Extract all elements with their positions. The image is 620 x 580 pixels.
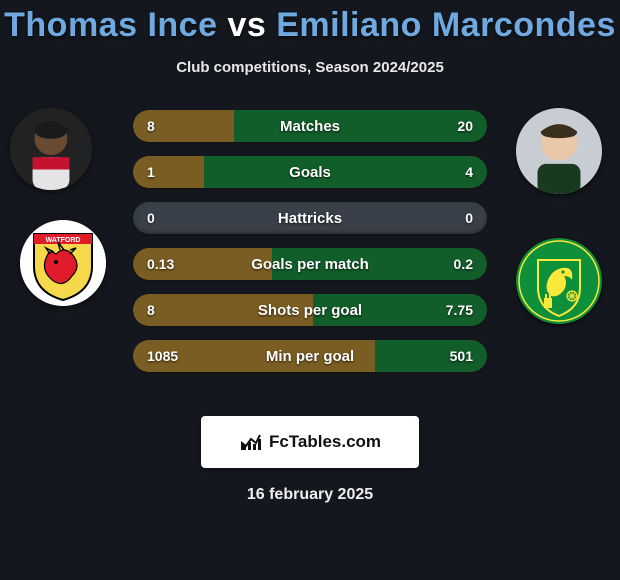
- comparison-content: WATFORD: [0, 108, 620, 398]
- player2-photo-icon: [516, 108, 602, 194]
- watford-badge-icon: WATFORD: [20, 220, 106, 306]
- player1-avatar: [10, 108, 92, 190]
- comparison-title: Thomas Ince vs Emiliano Marcondes: [0, 0, 620, 45]
- player2-avatar: [516, 108, 602, 194]
- stat-label: Hattricks: [133, 210, 487, 227]
- player1-photo-icon: [10, 108, 92, 190]
- norwich-badge-icon: [516, 238, 602, 324]
- player1-club-badge: WATFORD: [20, 220, 106, 306]
- stat-row: 1Goals4: [133, 156, 487, 188]
- stat-row: 8Shots per goal7.75: [133, 294, 487, 326]
- vs-text: vs: [227, 6, 266, 44]
- stat-value-right: 4: [465, 164, 473, 180]
- stat-bars: 8Matches20 1Goals4 0Hattricks0 0.13Goals pe…: [133, 110, 487, 372]
- left-avatars: WATFORD: [10, 108, 106, 306]
- svg-text:WATFORD: WATFORD: [46, 237, 81, 244]
- stat-value-right: 0.2: [454, 256, 473, 272]
- stat-label: Goals: [133, 164, 487, 181]
- stat-value-right: 0: [465, 210, 473, 226]
- stat-label: Matches: [133, 118, 487, 135]
- stat-row: 0Hattricks0: [133, 202, 487, 234]
- stat-label: Goals per match: [133, 256, 487, 273]
- brand-badge: FcTables.com: [201, 416, 419, 468]
- stat-row: 8Matches20: [133, 110, 487, 142]
- footer-date: 16 february 2025: [0, 486, 620, 504]
- stat-row: 0.13Goals per match0.2: [133, 248, 487, 280]
- player2-name: Emiliano Marcondes: [276, 6, 616, 44]
- player2-club-badge: [516, 238, 602, 324]
- right-avatars: [516, 108, 602, 324]
- brand-text: FcTables.com: [269, 432, 381, 452]
- stat-label: Shots per goal: [133, 302, 487, 319]
- stat-value-right: 501: [450, 348, 473, 364]
- stat-value-right: 7.75: [446, 302, 473, 318]
- subtitle: Club competitions, Season 2024/2025: [0, 59, 620, 76]
- player1-name: Thomas Ince: [4, 6, 217, 44]
- stat-row: 1085Min per goal501: [133, 340, 487, 372]
- stat-value-right: 20: [457, 118, 473, 134]
- stat-label: Min per goal: [133, 348, 487, 365]
- chart-icon: [239, 430, 263, 454]
